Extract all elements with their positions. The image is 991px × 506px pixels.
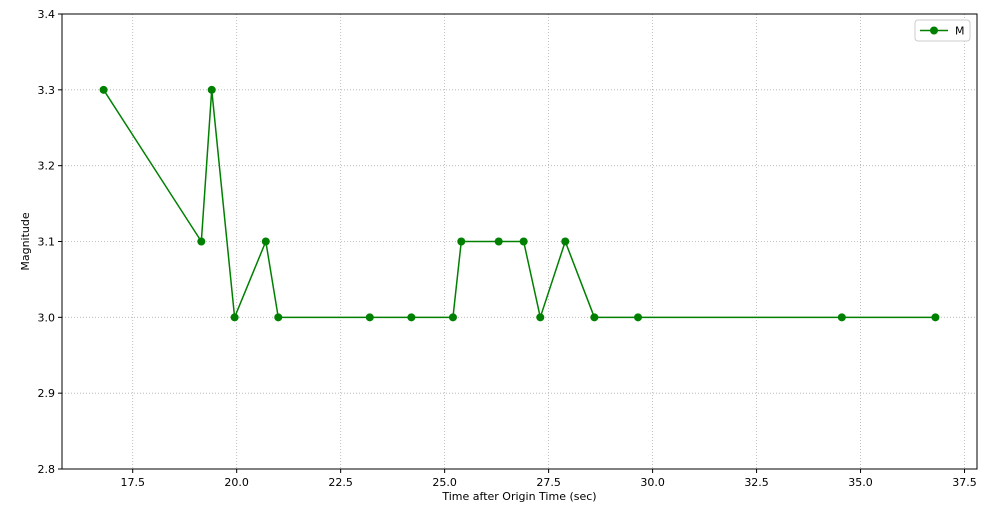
x-tick-label: 32.5 [744,476,769,489]
data-point [519,237,528,246]
series-layer [99,85,940,322]
x-tick-label: 30.0 [640,476,665,489]
legend: M [914,19,971,42]
y-tick-label: 2.9 [38,387,56,400]
data-point [261,237,270,246]
y-tick-label: 3.4 [38,8,56,21]
data-point [207,85,216,94]
data-point [634,313,643,322]
legend-label: M [955,25,965,38]
series-line-M [102,89,936,321]
data-point [448,313,457,322]
data-point [197,237,206,246]
y-tick-label: 3.3 [38,84,56,97]
data-point [365,313,374,322]
y-tick-label: 3.1 [38,236,56,249]
data-point [536,313,545,322]
x-tick-label: 37.5 [952,476,977,489]
data-point [457,237,466,246]
x-tick-label: 27.5 [536,476,561,489]
y-tick-label: 3.0 [38,311,56,324]
data-point [494,237,503,246]
data-point [99,85,108,94]
y-tick-label: 2.8 [38,463,56,476]
data-point [590,313,599,322]
x-tick-label: 17.5 [120,476,145,489]
y-axis-label: Magnitude [19,212,32,271]
data-point [837,313,846,322]
data-point [274,313,283,322]
data-point [407,313,416,322]
x-tick-label: 35.0 [848,476,873,489]
data-point [931,313,940,322]
y-tick-label: 3.2 [38,160,56,173]
x-tick-label: 20.0 [224,476,249,489]
ticks: 17.5 20.0 22.5 25.0 27.5 30.0 32.5 35.0 37.5 2.8 2… [38,8,977,489]
legend-marker [930,26,938,35]
x-axis-label: Time after Origin Time (sec) [441,490,596,503]
x-tick-label: 25.0 [432,476,457,489]
x-tick-label: 22.5 [328,476,353,489]
data-point [230,313,239,322]
data-point [561,237,570,246]
